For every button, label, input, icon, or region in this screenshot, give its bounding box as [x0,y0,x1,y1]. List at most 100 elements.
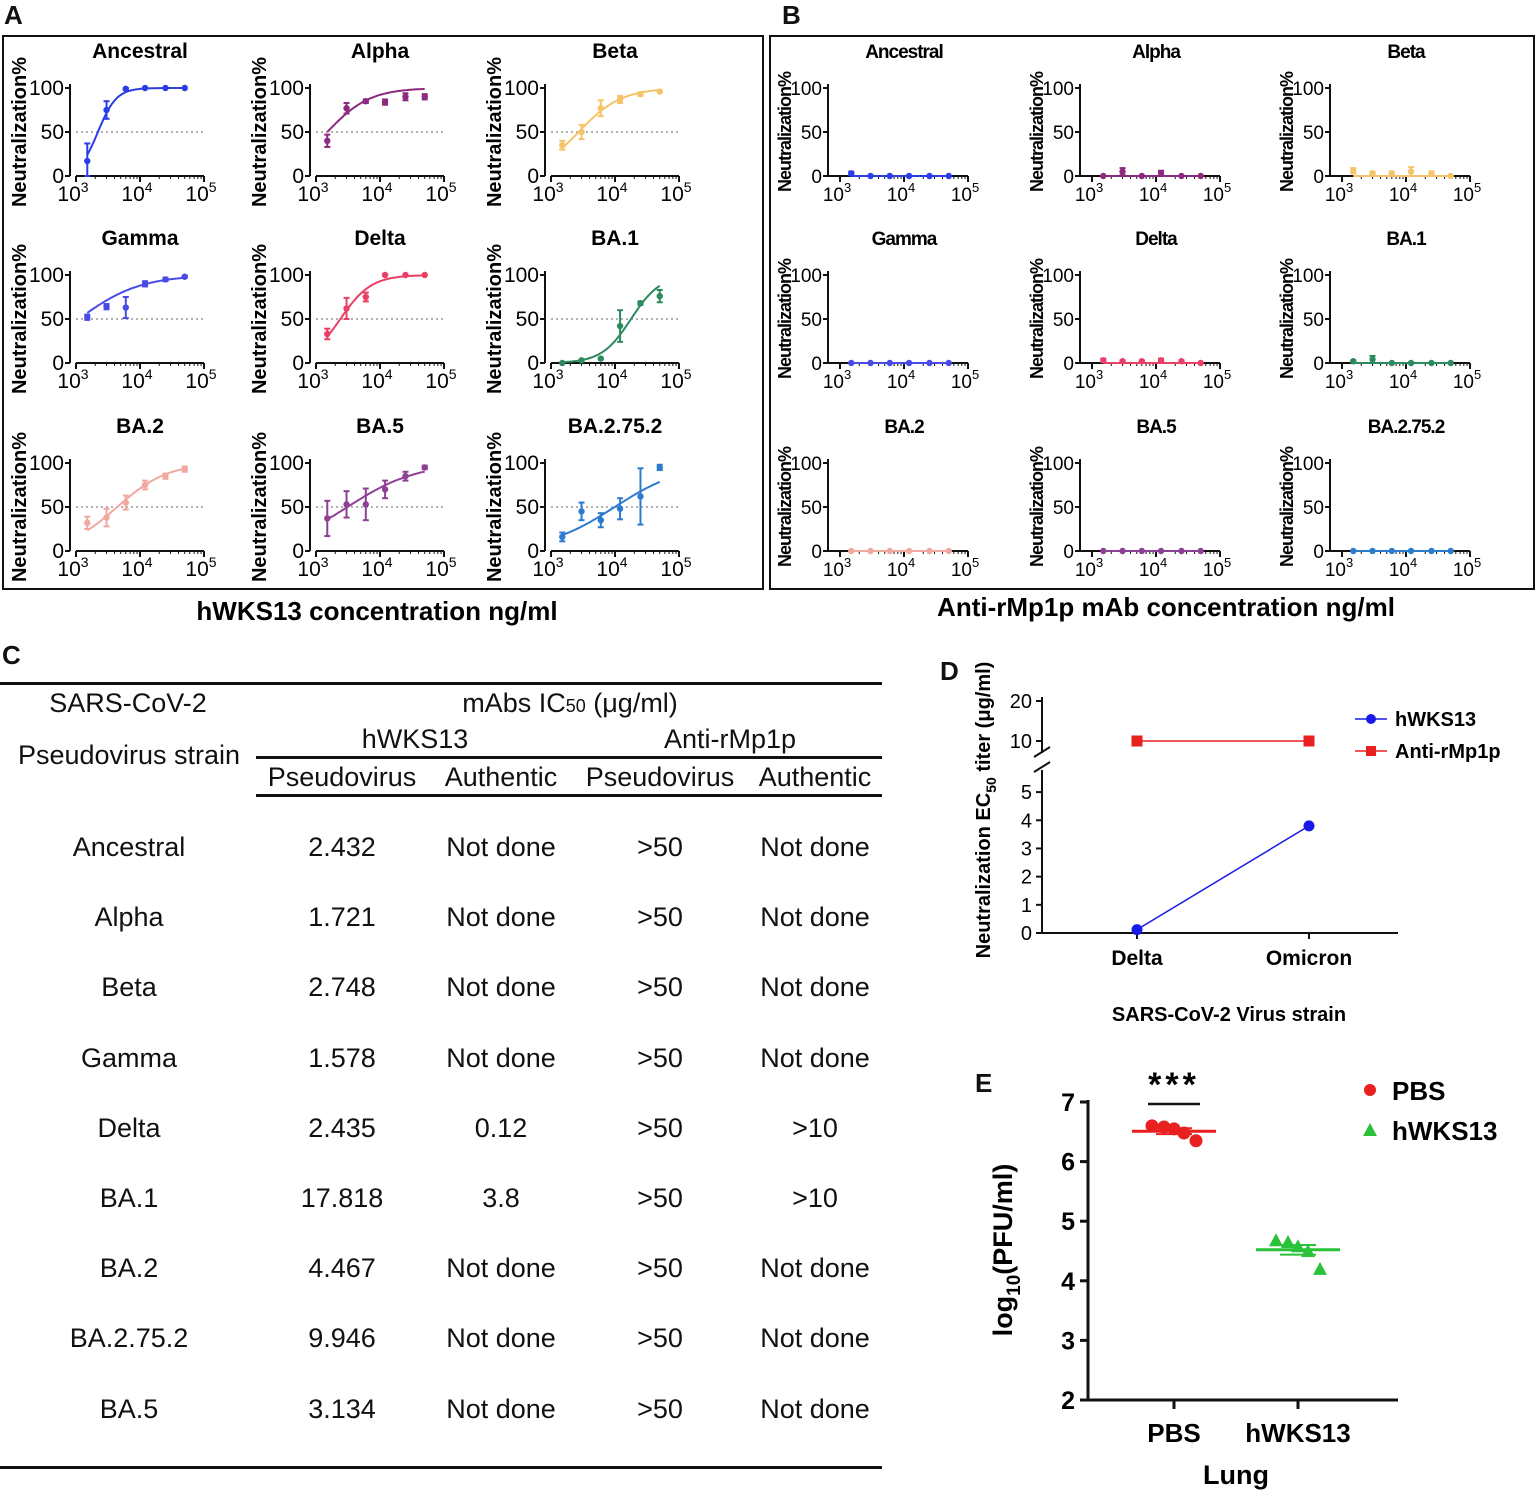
panel-e-y-tick-label: 7 [1061,1089,1075,1117]
panel-a-ba-1-x-tick-exponent: 3 [556,366,564,382]
panel-d-x-tick-label: Omicron [1266,947,1352,970]
panel-a-ancestral-data-point [181,84,188,92]
panel-a-ba-5-data-point [343,501,350,508]
panel-a-ba-2-fit-curve [86,467,185,532]
panel-a-ba-5-y-tick-label: 0 [292,540,304,563]
panel-a-beta-data-point [616,96,624,103]
table-row-strain: Delta [97,1112,161,1143]
panel-a-gamma-x-tick-label: 105 [185,366,216,393]
panel-b-ancestral-data-point [926,172,933,180]
panel-a-delta-x-tick-label: 104 [361,366,392,393]
panel-e-y-tick-label: 3 [1061,1327,1075,1355]
panel-b-gamma-y-tick-label: 0 [811,354,822,375]
panel-b-delta-data-point [1119,358,1126,365]
panel-b-delta-data-point [1157,357,1165,364]
table-row-strain: BA.1 [99,1183,159,1213]
panel-b-delta-x-tick-label: 103 [1075,367,1103,393]
panel-b-beta-x-tick-label: 105 [1453,180,1481,206]
panel-a-ancestral-x-tick-exponent: 5 [209,179,217,195]
panel-a-ba-1-data-point [637,299,644,307]
panel-b-ba-5-data-point [1197,547,1204,555]
panel-b-beta-data-point [1369,170,1376,177]
panel-a-ba-1-x-tick-label: 104 [596,366,627,393]
panel-e-y-axis-title-subscript: 10 [1004,1275,1025,1296]
panel-a-alpha-x-tick-label: 103 [297,179,328,206]
panel-a-ancestral-data-point [141,84,149,92]
panel-b-ba-5-x-tick-label: 103 [1075,555,1103,581]
panel-a-gamma-x-tick-exponent: 3 [81,366,89,382]
panel-a-ancestral-fit-curve [86,87,185,156]
panel-b-ba-2-75-2-y-axis-label: Neutralization% [1277,446,1297,567]
panel-b-ba-2-75-2-x-tick-label: 104 [1389,555,1417,581]
ic50-table: SARS-CoV-2 Pseudovirus strain mAbs IC50 … [0,640,900,1490]
panel-d-series-anti-rmp1p-marker [1303,735,1315,747]
panel-d-series-hwks13-legend-label: hWKS13 [1395,709,1476,731]
panel-a-ancestral-x-tick-label: 105 [185,179,216,206]
pfu-scatter-chart: 2 3 4 5 6 7 PBS hWKS13 Lung log10(PFU/ml) *** PBS hW… [988,1066,1497,1490]
panel-a-ba-1-y-tick-label: 100 [504,264,539,287]
panel-b-ba-2-data-point [867,547,874,555]
panel-b-delta-data-point [1138,358,1146,365]
panel-b-ba-2-data-point [945,547,952,555]
panel-a-beta-data-point [656,88,663,95]
panel-b-ba-2-data-point [926,547,933,555]
ec50-chart: 0 1 2 3 4 5 10 20 Delta Omicron Neutralization EC5… [973,662,1501,1026]
panel-b-ba-2-x-tick-label: 104 [887,555,915,581]
panel-b-delta-title: Delta [1135,229,1178,250]
panel-a-gamma-y-tick-label: 0 [52,352,64,375]
panel-b-beta-x-tick-label: 103 [1325,180,1353,206]
panel-a-gamma-data-point [84,314,91,321]
panel-b-delta-x-tick-exponent: 4 [1160,367,1167,382]
panel-b-ba-2-75-2-x-tick-exponent: 4 [1410,555,1417,570]
panel-a-ba-1-fit-curve [562,284,661,364]
panel-b-beta-y-axis-label: Neutralization% [1277,71,1297,192]
panel-a-ba-2-75-2-x-tick-exponent: 3 [556,554,564,570]
table-cell: Not done [760,1042,870,1073]
table-cell: Not done [760,902,870,933]
panel-b-ba-2-data-point [905,547,913,555]
panel-a-ancestral-data-point [103,106,110,114]
panel-a-ba-2-data-point [103,514,110,521]
panel-a-ba-1-data-point [559,359,566,367]
panel-a-delta-data-point [343,305,350,312]
panel-a-ba-2-75-2-x-tick-exponent: 4 [620,554,628,570]
panel-b-ancestral-y-tick-label: 50 [801,123,822,144]
panel-a-ba-5-x-tick-exponent: 3 [321,554,329,570]
table-cell: 1.721 [308,902,376,933]
table-cell: 17.818 [300,1183,384,1213]
panel-b-gamma-data-point [945,359,952,367]
table-cell: >50 [637,1112,683,1143]
panel-a-alpha-title: Alpha [351,40,410,63]
panel-b-ba-1-y-tick-label: 50 [1303,310,1324,331]
panel-b-delta-data-point [1197,359,1204,367]
panel-a-ba-5-x-tick-label: 104 [361,554,392,581]
panel-b-gamma-title: Gamma [872,229,938,250]
panel-b-alpha-data-point [1138,172,1146,180]
panel-a-alpha-y-tick-label: 0 [292,165,304,188]
panel-a-ba-2-75-2-x-tick-label: 103 [532,554,563,581]
panel-b-ba-5-data-point [1157,547,1165,555]
panel-b-delta-y-tick-label: 50 [1053,310,1074,331]
panel-e-series-pbs-data-point [1189,1134,1203,1148]
panel-b-ba-1-data-point [1407,359,1415,367]
table-cell: Not done [446,1323,556,1354]
panel-a-ba-5-y-tick-label: 50 [281,496,304,519]
panel-d-axis-break [1033,761,1051,773]
panel-a-alpha-y-axis-label: Neutralization% [249,57,271,207]
panel-a-ba-2-75-2-data-point [637,493,644,500]
panel-e-series-pbs-data-point [1167,1122,1181,1136]
table-title-unit: (μg/ml) [585,688,678,718]
panel-a-gamma-data-point [103,303,110,310]
panel-a-alpha-x-tick-exponent: 4 [385,179,393,195]
table-cell: 1.578 [308,1042,376,1073]
panel-b-gamma-x-tick-exponent: 5 [972,367,979,382]
panel-b-ba-2-75-2-data-point [1407,547,1415,555]
panel-b-delta-data-point [1178,358,1185,365]
panel-e-y-axis-title: log10(PFU/ml) [988,1164,1025,1337]
panel-b-alpha-title: Alpha [1132,42,1181,63]
panel-a-alpha-data-point [362,98,370,105]
panel-b-ba-2-75-2-title: BA.2.75.2 [1368,417,1445,438]
